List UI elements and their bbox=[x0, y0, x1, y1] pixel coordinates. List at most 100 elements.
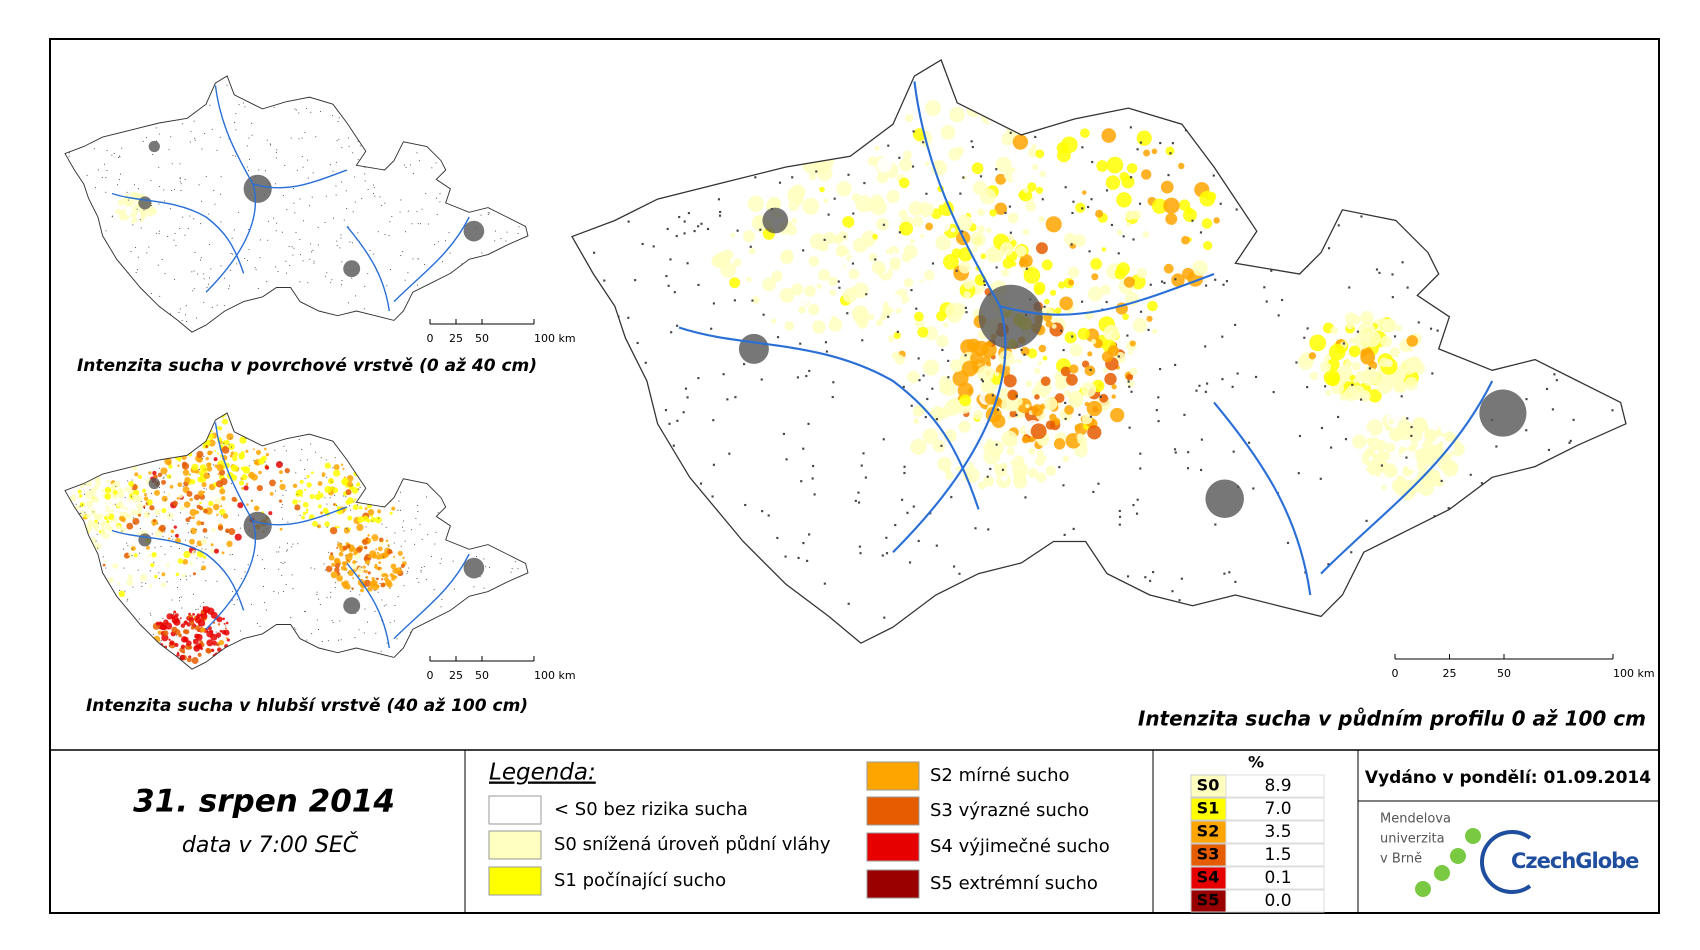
settlement bbox=[885, 86, 888, 89]
drought-patch bbox=[134, 87, 139, 92]
drought-patch bbox=[95, 487, 98, 490]
drought-patch bbox=[1406, 335, 1419, 347]
drought-patch bbox=[190, 626, 195, 630]
settlement bbox=[983, 283, 986, 287]
drought-patch bbox=[871, 199, 888, 216]
drought-patch bbox=[166, 613, 173, 620]
logo-dot bbox=[1415, 881, 1431, 897]
settlement bbox=[981, 380, 985, 383]
drought-patch bbox=[1034, 394, 1040, 400]
settlement bbox=[361, 466, 363, 468]
settlement bbox=[189, 473, 191, 475]
settlement bbox=[292, 543, 294, 545]
settlement bbox=[1025, 267, 1028, 270]
settlement bbox=[869, 644, 871, 646]
settlement bbox=[251, 134, 253, 136]
settlement bbox=[1562, 566, 1565, 569]
settlement bbox=[247, 229, 249, 231]
settlement bbox=[356, 561, 358, 563]
settlement bbox=[358, 322, 360, 324]
drought-patch bbox=[362, 515, 369, 522]
drought-patch bbox=[234, 533, 242, 541]
settlement bbox=[1159, 69, 1162, 73]
settlement bbox=[410, 529, 412, 531]
settlement bbox=[205, 445, 207, 447]
settlement bbox=[1048, 604, 1051, 607]
settlement bbox=[363, 308, 365, 310]
drought-patch bbox=[264, 465, 270, 470]
drought-patch bbox=[743, 308, 752, 316]
drought-patch bbox=[1050, 289, 1057, 296]
settlement bbox=[185, 575, 187, 577]
settlement bbox=[226, 530, 228, 532]
settlement bbox=[767, 514, 770, 517]
settlement bbox=[191, 531, 192, 533]
settlement bbox=[97, 547, 99, 549]
drought-patch bbox=[1101, 351, 1114, 363]
settlement bbox=[68, 155, 70, 157]
settlement bbox=[483, 126, 485, 128]
settlement bbox=[603, 279, 606, 282]
settlement bbox=[1163, 281, 1166, 284]
drought-patch bbox=[813, 124, 830, 141]
scale-label: 50 bbox=[475, 332, 489, 345]
settlement bbox=[1160, 280, 1164, 283]
drought-patch bbox=[170, 529, 175, 534]
drought-patch bbox=[1064, 232, 1077, 246]
settlement bbox=[79, 512, 81, 514]
settlement bbox=[224, 339, 225, 340]
settlement bbox=[412, 141, 414, 143]
settlement bbox=[104, 163, 105, 165]
city bbox=[978, 284, 1043, 349]
settlement bbox=[298, 112, 300, 114]
settlement bbox=[73, 559, 75, 561]
drought-patch bbox=[112, 533, 115, 535]
settlement bbox=[86, 594, 88, 596]
river bbox=[999, 272, 1215, 316]
settlement bbox=[1580, 256, 1583, 260]
settlement bbox=[392, 463, 394, 465]
drought-patch bbox=[162, 76, 167, 77]
settlement bbox=[747, 639, 750, 642]
drought-patch bbox=[372, 473, 375, 476]
settlement bbox=[277, 416, 279, 418]
settlement bbox=[309, 258, 311, 260]
settlement bbox=[236, 329, 238, 331]
settlement bbox=[527, 184, 528, 186]
drought-patch bbox=[178, 493, 183, 499]
drought-patch bbox=[343, 580, 349, 587]
settlement bbox=[278, 551, 280, 553]
settlement bbox=[423, 654, 425, 656]
settlement bbox=[287, 323, 289, 325]
stats-class: S0 bbox=[1197, 776, 1220, 795]
drought-patch bbox=[306, 482, 312, 488]
settlement bbox=[1564, 471, 1567, 474]
drought-patch bbox=[284, 467, 290, 474]
settlement bbox=[1140, 607, 1143, 610]
settlement bbox=[861, 339, 864, 342]
settlement bbox=[1091, 160, 1094, 164]
drought-patch bbox=[1122, 313, 1129, 321]
settlement bbox=[203, 487, 205, 489]
settlement bbox=[366, 621, 368, 623]
drought-patch bbox=[1126, 222, 1132, 228]
settlement bbox=[796, 376, 799, 379]
settlement bbox=[385, 106, 387, 108]
settlement bbox=[463, 464, 465, 466]
settlement bbox=[1414, 642, 1417, 644]
settlement bbox=[118, 86, 120, 88]
settlement bbox=[233, 229, 235, 231]
settlement bbox=[867, 87, 870, 90]
drought-patch bbox=[210, 648, 215, 653]
settlement bbox=[1569, 352, 1572, 356]
drought-patch bbox=[1034, 284, 1045, 296]
drought-patch bbox=[216, 464, 224, 472]
settlement bbox=[465, 87, 467, 89]
settlement bbox=[776, 336, 780, 339]
settlement bbox=[235, 113, 237, 115]
drought-patch bbox=[917, 326, 929, 338]
settlement bbox=[244, 81, 246, 83]
settlement bbox=[500, 464, 502, 466]
settlement bbox=[385, 604, 387, 606]
settlement bbox=[1129, 176, 1133, 179]
